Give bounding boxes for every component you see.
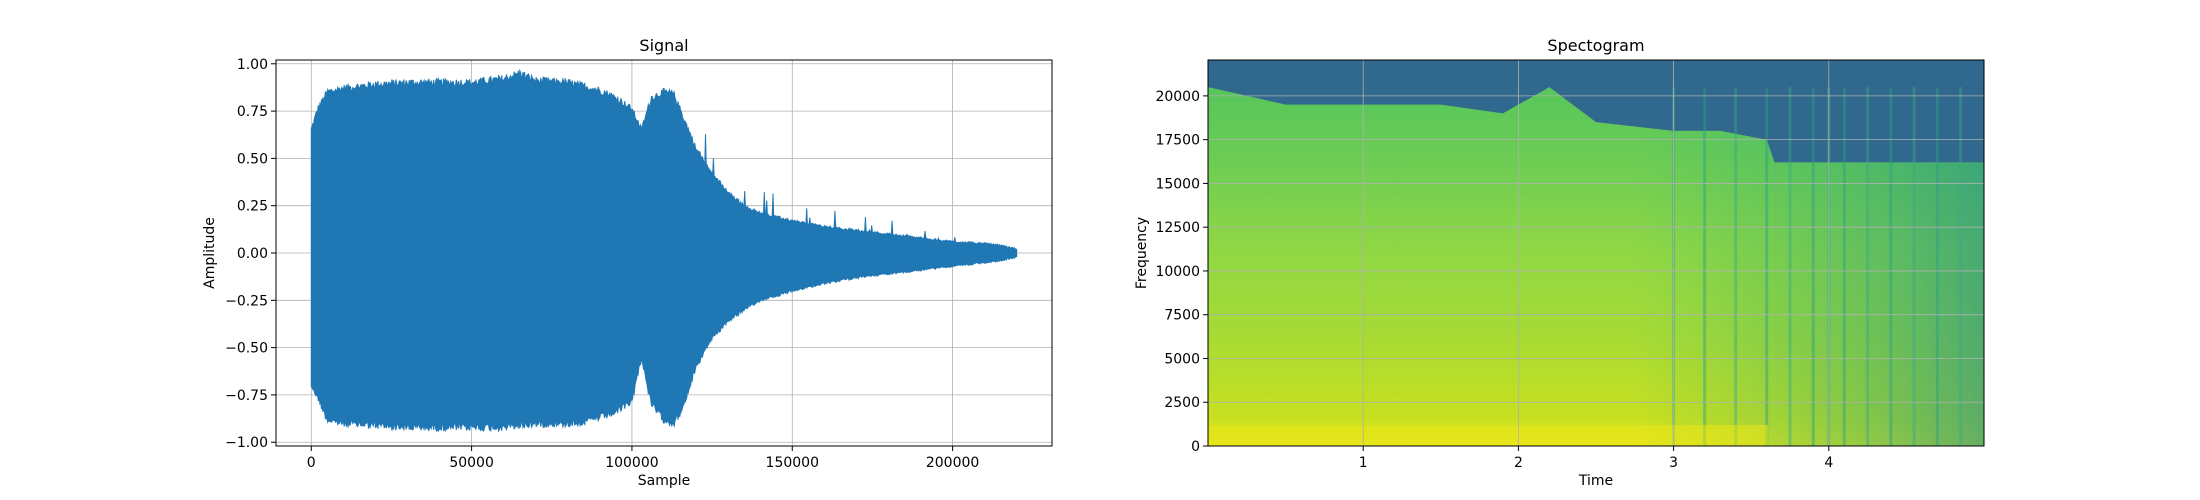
y-tick-label: 0.75 [237, 104, 268, 120]
spectrogram-frame [1207, 59, 1985, 447]
x-tick-label: 0 [307, 455, 316, 471]
spectrogram-streak [1912, 87, 1916, 446]
y-tick-label: 5000 [1164, 351, 1200, 367]
y-tick-label: 0.25 [237, 199, 268, 215]
signal-y-ticks: −1.00 −0.75 −0.50 −0.25 0.00 0.25 0.50 0.75 1.00 [225, 57, 276, 451]
x-tick-label: 4 [1824, 455, 1833, 471]
x-tick-label: 50000 [449, 455, 494, 471]
x-tick-label: 150000 [766, 455, 819, 471]
signal-x-ticks: 0 50000 100000 150000 200000 [307, 446, 979, 471]
y-tick-label: −0.50 [225, 341, 268, 357]
signal-waveform [310, 68, 1018, 433]
y-tick-label: −0.75 [225, 388, 268, 404]
x-tick-label: 2 [1514, 455, 1523, 471]
spectrogram-y-ticks: 0 2500 5000 7500 10000 12500 15000 17500 20000 [1155, 89, 1208, 455]
spectrogram-axes: Spectogram 1 2 3 4 0 2500 5000 7500 10000 12500 1… [1134, 36, 1985, 489]
y-tick-label: −1.00 [225, 435, 268, 451]
spectrogram-x-ticks: 1 2 3 4 [1359, 446, 1833, 471]
y-tick-label: 7500 [1164, 308, 1200, 324]
y-tick-label: 0 [1191, 439, 1200, 455]
signal-y-label: Amplitude [202, 217, 218, 289]
y-tick-label: 17500 [1155, 133, 1200, 149]
x-tick-label: 3 [1669, 455, 1678, 471]
y-tick-label: 12500 [1155, 220, 1200, 236]
spectrogram-image [1208, 60, 1984, 446]
spectrogram-streak [1811, 87, 1815, 446]
spectrogram-streak [1866, 87, 1870, 446]
spectrogram-x-label: Time [1578, 473, 1613, 489]
spectrogram-streak [1959, 87, 1963, 446]
y-tick-label: 10000 [1155, 264, 1200, 280]
y-tick-label: 0.00 [237, 246, 268, 262]
spectrogram-title: Spectogram [1547, 36, 1644, 55]
y-tick-label: 2500 [1164, 395, 1200, 411]
y-tick-label: 0.50 [237, 151, 268, 167]
spectrogram-streak [1935, 87, 1939, 446]
signal-axes: Signal 0 50000 100000 150000 200000 −1.00 −0.… [202, 36, 1053, 489]
x-tick-label: 1 [1359, 455, 1368, 471]
y-tick-label: 1.00 [237, 57, 268, 73]
x-tick-label: 200000 [926, 455, 979, 471]
spectrogram-y-label: Frequency [1134, 217, 1150, 289]
y-tick-label: −0.25 [225, 293, 268, 309]
spectrogram-streak [1734, 87, 1738, 446]
spectrogram-streak [1889, 87, 1893, 446]
y-tick-label: 20000 [1155, 89, 1200, 105]
spectrogram-fade-region [1208, 87, 1984, 446]
spectrogram-streak [1842, 87, 1846, 446]
signal-x-label: Sample [638, 473, 691, 489]
y-tick-label: 15000 [1155, 176, 1200, 192]
signal-title: Signal [639, 36, 688, 55]
spectrogram-streak [1703, 87, 1707, 446]
spectrogram-low-band [1208, 425, 1768, 446]
spectrogram-streak [1765, 87, 1769, 446]
spectrogram-streak [1788, 87, 1792, 446]
x-tick-label: 100000 [605, 455, 658, 471]
